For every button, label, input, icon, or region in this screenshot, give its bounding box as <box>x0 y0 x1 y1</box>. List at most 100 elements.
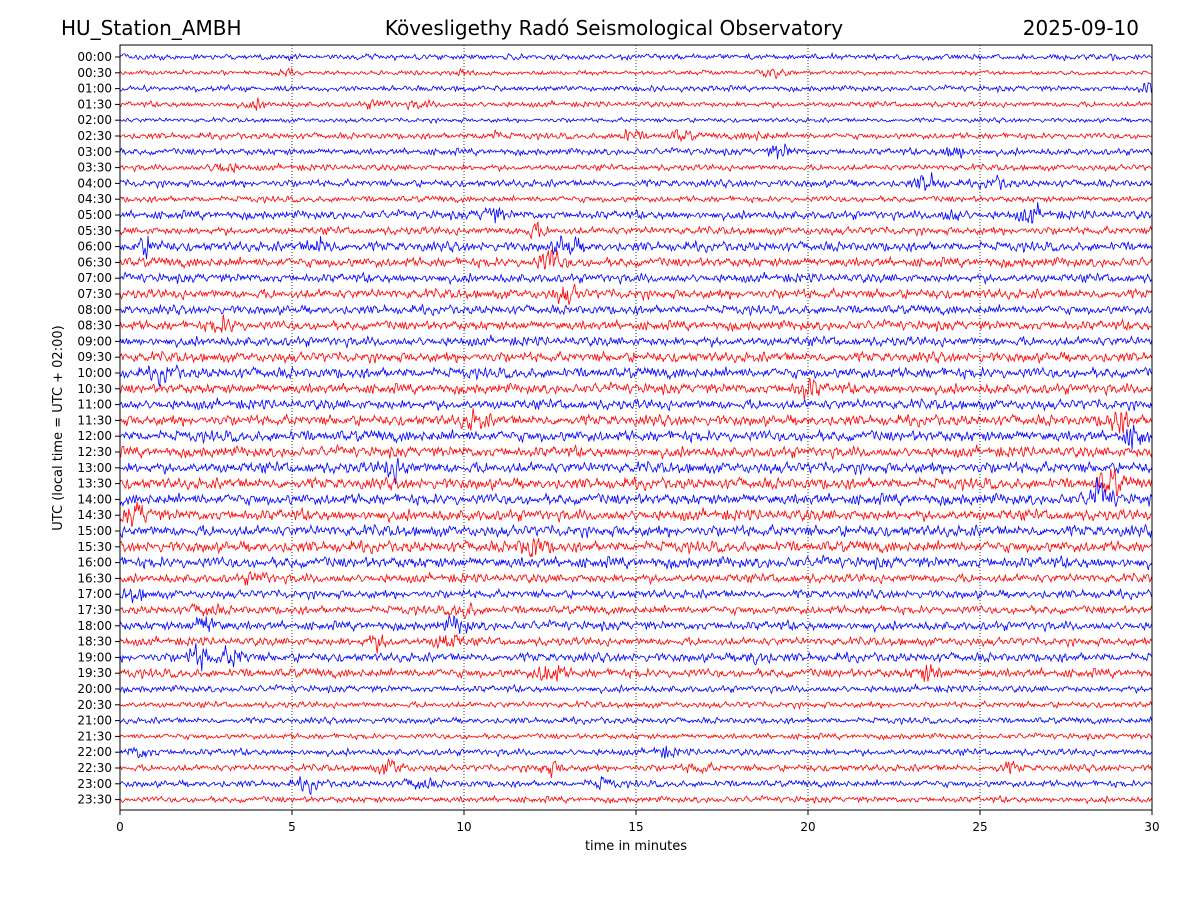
y-tick-label: 09:00 <box>77 334 112 348</box>
y-tick-label: 13:00 <box>77 461 112 475</box>
y-tick-label: 17:30 <box>77 603 112 617</box>
y-tick-label: 23:00 <box>77 777 112 791</box>
seismic-trace-0430 <box>119 194 1153 204</box>
seismic-trace-1130 <box>119 408 1153 434</box>
y-tick-label: 22:00 <box>77 745 112 759</box>
station-name: HU_Station_AMBH <box>61 16 241 40</box>
x-tick-label: 5 <box>288 820 296 834</box>
seismic-trace-1530 <box>119 537 1153 558</box>
y-tick-label: 06:30 <box>77 255 112 269</box>
y-tick-label: 08:00 <box>77 303 112 317</box>
seismic-trace-1600 <box>119 554 1153 571</box>
seismic-trace-1300 <box>120 457 1153 485</box>
seismic-trace-0900 <box>119 334 1153 349</box>
y-tick-label: 10:30 <box>77 382 112 396</box>
y-tick-label: 04:30 <box>77 192 112 206</box>
plot-frame <box>119 44 1153 811</box>
seismic-trace-0830 <box>119 314 1153 333</box>
seismic-trace-0130 <box>119 97 1153 111</box>
seismic-trace-1230 <box>119 443 1153 461</box>
seismic-trace-0630 <box>119 248 1153 270</box>
y-tick-label: 16:30 <box>77 571 112 585</box>
x-tick-label: 30 <box>1144 820 1159 834</box>
y-tick-label: 12:00 <box>77 429 112 443</box>
seismic-trace-0230 <box>119 129 1153 143</box>
y-tick-label: 14:00 <box>77 492 112 506</box>
seismic-trace-2200 <box>119 745 1153 759</box>
seismic-trace-1930 <box>119 664 1153 682</box>
seismic-trace-1900 <box>119 643 1153 672</box>
seismic-trace-0500 <box>119 202 1153 224</box>
seismic-trace-1030 <box>119 378 1153 401</box>
seismic-trace-0800 <box>119 303 1153 317</box>
y-tick-label: 00:30 <box>77 66 112 80</box>
seismic-trace-2000 <box>119 682 1153 695</box>
y-tick-label: 18:00 <box>77 619 112 633</box>
seismic-trace-0600 <box>119 235 1153 260</box>
x-tick-label: 25 <box>972 820 987 834</box>
y-tick-label: 09:30 <box>77 350 112 364</box>
seismic-trace-0400 <box>119 172 1153 192</box>
y-tick-label: 04:00 <box>77 176 112 190</box>
y-tick-label: 19:30 <box>77 666 112 680</box>
y-tick-label: 01:30 <box>77 97 112 111</box>
y-tick-label: 19:00 <box>77 650 112 664</box>
seismic-trace-1400 <box>119 477 1153 508</box>
y-tick-label: 13:30 <box>77 477 112 491</box>
seismic-trace-0700 <box>119 271 1153 286</box>
seismic-trace-0030 <box>119 67 1153 80</box>
y-tick-label: 07:00 <box>77 271 112 285</box>
y-tick-label: 05:00 <box>77 208 112 222</box>
seismic-trace-1100 <box>119 397 1153 412</box>
y-tick-label: 21:00 <box>77 714 112 728</box>
seismic-trace-0200 <box>119 116 1153 124</box>
chart-date: 2025-09-10 <box>1023 16 1139 40</box>
seismic-trace-2100 <box>119 715 1153 726</box>
seismic-trace-0100 <box>119 82 1152 94</box>
seismic-trace-1000 <box>119 364 1153 388</box>
seismic-trace-2230 <box>119 758 1153 778</box>
seismic-trace-1330 <box>119 468 1153 497</box>
x-axis-label: time in minutes <box>585 839 687 854</box>
y-tick-label: 02:30 <box>77 129 112 143</box>
seismic-trace-1700 <box>119 587 1153 603</box>
y-tick-label: 23:30 <box>77 793 112 807</box>
seismic-trace-0000 <box>119 51 1153 62</box>
y-tick-label: 03:00 <box>77 145 112 159</box>
y-tick-label: 22:30 <box>77 761 112 775</box>
plot-area <box>120 45 1152 810</box>
y-tick-label: 17:00 <box>77 587 112 601</box>
y-tick-label: 02:00 <box>77 113 112 127</box>
y-tick-label: 18:30 <box>77 635 112 649</box>
seismic-trace-2330 <box>119 794 1153 805</box>
seismic-trace-2300 <box>119 776 1153 796</box>
y-tick-label: 21:30 <box>77 729 112 743</box>
x-tick-label: 15 <box>628 820 643 834</box>
y-tick-label: 06:00 <box>77 240 112 254</box>
x-tick-label: 0 <box>116 820 124 834</box>
y-tick-label: 12:30 <box>77 445 112 459</box>
y-tick-label: 10:00 <box>77 366 112 380</box>
y-axis-label: UTC (local time = UTC + 02:00) <box>51 325 66 530</box>
seismic-trace-0930 <box>119 350 1153 365</box>
x-tick-label: 20 <box>800 820 815 834</box>
y-tick-label: 16:00 <box>77 556 112 570</box>
y-tick-label: 20:30 <box>77 698 112 712</box>
seismic-trace-0300 <box>119 143 1153 160</box>
y-tick-label: 01:00 <box>77 82 112 96</box>
seismic-trace-1430 <box>119 501 1153 528</box>
y-tick-label: 20:00 <box>77 682 112 696</box>
x-tick-labels: 0 5 10 15 20 25 30 <box>116 810 1160 834</box>
seismic-trace-1830 <box>119 633 1153 654</box>
y-tick-label: 00:00 <box>77 50 112 64</box>
seismic-trace-1800 <box>119 614 1153 635</box>
seismic-trace-0330 <box>119 162 1153 174</box>
y-tick-label: 05:30 <box>77 224 112 238</box>
seismic-trace-0730 <box>119 284 1153 305</box>
y-tick-label: 07:30 <box>77 287 112 301</box>
seismic-traces <box>119 51 1153 805</box>
seismic-trace-2030 <box>119 699 1153 710</box>
seismic-trace-1500 <box>119 523 1153 539</box>
